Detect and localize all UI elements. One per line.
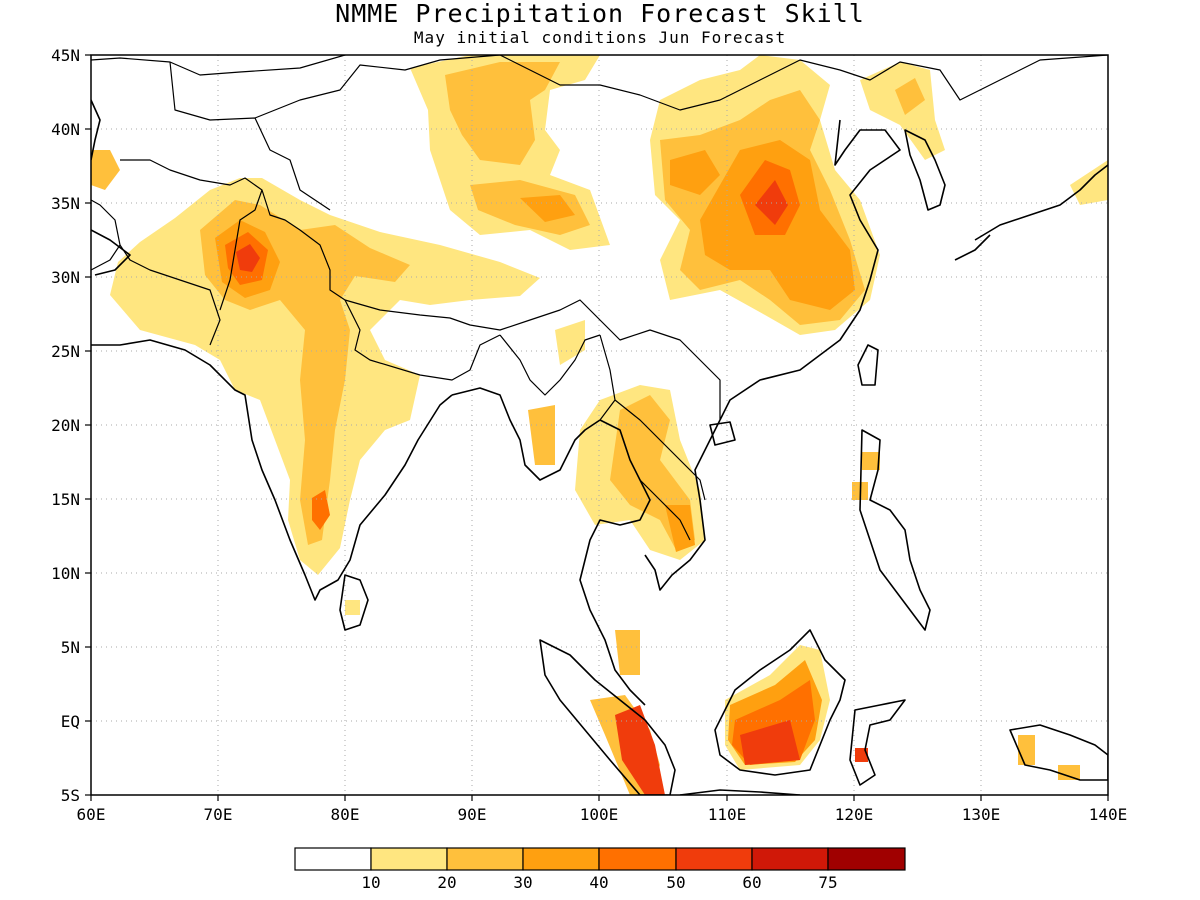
- lon-label: 70E: [204, 805, 233, 824]
- lat-label: 5S: [61, 786, 80, 805]
- lat-label: 5N: [61, 638, 80, 657]
- legend-tick-label: 60: [742, 873, 761, 892]
- legend-swatch: [370, 847, 448, 871]
- skill-region-borneo-core: [740, 720, 800, 765]
- legend-swatch: [827, 847, 906, 871]
- skill-region-philippines: [852, 452, 880, 500]
- lat-label: 30N: [51, 268, 80, 287]
- skill-region-tibet-high: [520, 195, 575, 222]
- skill-region-india-south: [312, 490, 330, 530]
- lat-label: 35N: [51, 194, 80, 213]
- skill-region-korea: [860, 62, 945, 160]
- lat-label: 45N: [51, 46, 80, 65]
- lat-label: 25N: [51, 342, 80, 361]
- lon-label: 60E: [77, 805, 106, 824]
- lon-label: 120E: [835, 805, 874, 824]
- axis-ticks: [85, 54, 1109, 801]
- chart-subtitle: May initial conditions Jun Forecast: [413, 28, 787, 47]
- legend-tick-label: 30: [513, 873, 532, 892]
- skill-region-mongolia-mid: [445, 62, 560, 165]
- legend-tick-label: 20: [437, 873, 456, 892]
- skill-region-srilanka: [345, 600, 360, 615]
- legend-colorbar: [294, 847, 906, 871]
- lat-labels: 45N 40N 35N 30N 25N 20N 15N 10N 5N EQ 5S: [51, 46, 80, 805]
- lon-label: 130E: [962, 805, 1001, 824]
- skill-region-papua: [1018, 735, 1080, 780]
- lon-labels: 60E 70E 80E 90E 100E 110E 120E 130E 140E: [77, 805, 1128, 824]
- skill-region-bangladesh: [555, 320, 585, 365]
- legend-swatch: [675, 847, 753, 871]
- legend-tick-label: 75: [818, 873, 837, 892]
- lon-label: 140E: [1089, 805, 1128, 824]
- lat-label: EQ: [61, 712, 80, 731]
- legend-swatch: [598, 847, 677, 871]
- skill-region-iran: [91, 150, 120, 190]
- legend-tick-labels: 10 20 30 40 50 60 75: [361, 873, 837, 892]
- skill-region-malaysia: [615, 630, 640, 675]
- lon-label: 100E: [580, 805, 619, 824]
- lat-label: 10N: [51, 564, 80, 583]
- graticule: [91, 55, 1108, 795]
- skill-region-myanmar: [528, 405, 555, 465]
- lat-label: 20N: [51, 416, 80, 435]
- chart-title: NMME Precipitation Forecast Skill: [335, 0, 865, 28]
- legend-swatch: [446, 847, 524, 871]
- skill-region-pakistan-core: [236, 244, 260, 272]
- skill-region-korea-mid: [895, 78, 925, 115]
- lon-label: 110E: [708, 805, 747, 824]
- country-borders: [91, 55, 1108, 541]
- skill-region-japan: [1070, 160, 1108, 205]
- skill-region-sumatra-high: [615, 705, 665, 795]
- legend-swatch: [522, 847, 600, 871]
- legend-tick-label: 50: [666, 873, 685, 892]
- legend-tick-label: 10: [361, 873, 380, 892]
- legend-swatch: [294, 847, 372, 871]
- lat-label: 40N: [51, 120, 80, 139]
- skill-region-indochina-high: [665, 505, 695, 552]
- lon-label: 90E: [458, 805, 487, 824]
- lat-label: 15N: [51, 490, 80, 509]
- skill-region-sulawesi: [855, 748, 868, 762]
- lon-label: 80E: [331, 805, 360, 824]
- legend-swatch: [751, 847, 829, 871]
- coastlines: [91, 99, 1108, 795]
- legend-tick-label: 40: [589, 873, 608, 892]
- skill-shading: [91, 55, 1108, 795]
